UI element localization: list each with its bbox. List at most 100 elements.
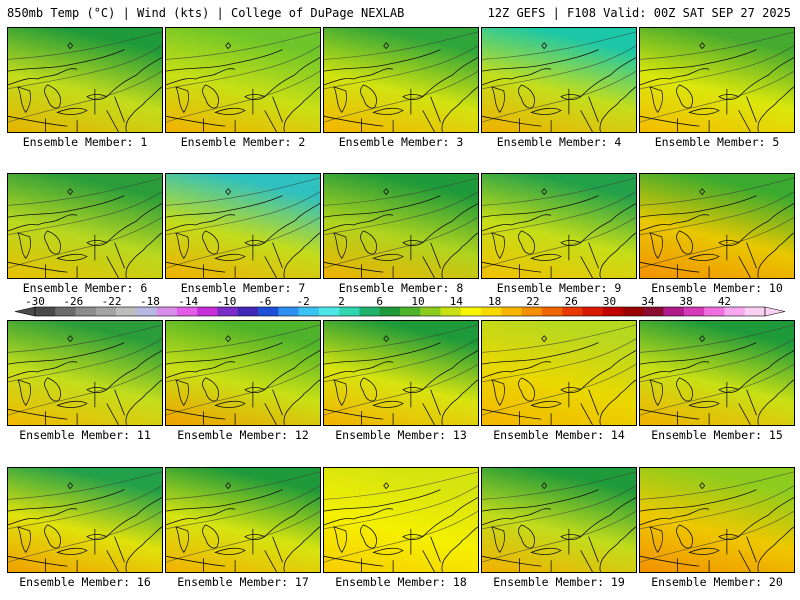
legend-tick-label: 30 [603, 296, 616, 308]
legend-color-box [623, 307, 644, 316]
ensemble-member-label: Ensemble Member: 4 [496, 135, 622, 149]
legend-color-box [562, 307, 583, 316]
ensemble-map-panel [165, 320, 321, 426]
ensemble-map-panel [165, 467, 321, 573]
temperature-map [482, 174, 636, 278]
temperature-map [324, 174, 478, 278]
ensemble-member-label: Ensemble Member: 11 [19, 428, 151, 442]
legend-tick-label: 14 [450, 296, 464, 308]
legend-tick-label: 26 [565, 296, 578, 308]
legend-color-box [704, 307, 725, 316]
temperature-map [8, 468, 162, 572]
ensemble-member-label: Ensemble Member: 6 [22, 281, 148, 295]
legend-tick-label: -6 [258, 296, 271, 308]
legend-color-box [582, 307, 604, 316]
temperature-map [166, 321, 320, 425]
legend-tick-label: -30 [25, 296, 45, 308]
legend-tick-label: 2 [338, 296, 345, 308]
ensemble-map-panel [481, 320, 637, 426]
temperature-map [640, 174, 794, 278]
ensemble-map-panel [7, 173, 163, 279]
legend-color-box [379, 307, 401, 316]
ensemble-member-label: Ensemble Member: 15 [651, 428, 783, 442]
temperature-map [166, 468, 320, 572]
legend-tick-label: -18 [140, 296, 160, 308]
legend-color-box [643, 307, 664, 316]
legend-colorbar: -30 -26 -22 -18 -14 -10 -6 -2 2 6 10 14 18 22 26 30 34 38… [14, 296, 786, 317]
ensemble-map-panel [481, 467, 637, 573]
temperature-map [324, 28, 478, 132]
temperature-map [640, 28, 794, 132]
temperature-map [8, 28, 162, 132]
legend-tick-label: -22 [102, 296, 122, 308]
ensemble-member-label: Ensemble Member: 18 [335, 575, 467, 589]
legend-color-box [744, 307, 766, 316]
chart-title: 850mb Temp (°C) | Wind (kts) | College o… [7, 6, 405, 20]
temperature-color-legend: -30 -26 -22 -18 -14 -10 -6 -2 2 6 10 14 18 22 26 30 34 38… [0, 296, 800, 320]
ensemble-map-panel [481, 27, 637, 133]
ensemble-member-label: Ensemble Member: 1 [22, 135, 148, 149]
legend-color-box [602, 307, 624, 316]
ensemble-member-label: Ensemble Member: 20 [651, 575, 783, 589]
ensemble-member-label: Ensemble Member: 3 [338, 135, 464, 149]
legend-color-box [318, 307, 340, 316]
legend-color-box [359, 307, 381, 316]
legend-tick-label: 22 [526, 296, 539, 308]
temperature-map [8, 174, 162, 278]
legend-color-box [237, 307, 259, 316]
ensemble-map-panel [639, 173, 795, 279]
legend-color-box [440, 307, 462, 316]
ensemble-member-label: Ensemble Member: 19 [493, 575, 625, 589]
legend-color-box [156, 307, 178, 316]
ensemble-map-panel [323, 173, 479, 279]
temperature-map [482, 321, 636, 425]
legend-color-box [400, 307, 421, 316]
legend-tick-label: 6 [376, 296, 383, 308]
legend-min-arrow [14, 306, 36, 317]
legend-color-box [176, 307, 198, 316]
legend-color-box [75, 307, 97, 316]
legend-color-box [136, 307, 157, 316]
ensemble-map-panel [323, 320, 479, 426]
legend-tick-label: 38 [680, 296, 693, 308]
ensemble-map-panel [7, 467, 163, 573]
ensemble-map-panel [165, 173, 321, 279]
ensemble-member-label: Ensemble Member: 12 [177, 428, 309, 442]
ensemble-member-label: Ensemble Member: 5 [654, 135, 780, 149]
legend-tick-label: -2 [296, 296, 309, 308]
legend-tick-label: 42 [718, 296, 731, 308]
legend-tick-label: -14 [178, 296, 198, 308]
ensemble-map-panel [481, 173, 637, 279]
ensemble-map-panel [165, 27, 321, 133]
temperature-map [166, 174, 320, 278]
legend-color-box [278, 307, 299, 316]
ensemble-member-label: Ensemble Member: 7 [180, 281, 306, 295]
temperature-map [482, 468, 636, 572]
legend-tick-label: -26 [63, 296, 83, 308]
model-run-info: 12Z GEFS | F108 Valid: 00Z SAT SEP 27 20… [487, 6, 791, 20]
temperature-map [482, 28, 636, 132]
ensemble-member-label: Ensemble Member: 2 [180, 135, 306, 149]
legend-tick-label: 10 [411, 296, 424, 308]
legend-color-box [501, 307, 522, 316]
ensemble-map-panel [323, 467, 479, 573]
legend-color-box [55, 307, 76, 316]
ensemble-map-panel [7, 320, 163, 426]
legend-color-box [339, 307, 360, 316]
legend-color-box [217, 307, 239, 316]
ensemble-map-panel [7, 27, 163, 133]
temperature-map [640, 468, 794, 572]
temperature-map [640, 321, 794, 425]
temperature-map [324, 468, 478, 572]
legend-color-box [724, 307, 746, 316]
ensemble-member-label: Ensemble Member: 16 [19, 575, 151, 589]
temperature-map [324, 321, 478, 425]
legend-color-box [460, 307, 482, 316]
legend-color-box [663, 307, 685, 316]
legend-max-arrow [764, 306, 786, 317]
legend-color-box [683, 307, 705, 316]
legend-color-box [95, 307, 117, 316]
ensemble-member-label: Ensemble Member: 13 [335, 428, 467, 442]
legend-color-box [481, 307, 502, 316]
legend-color-box [541, 307, 563, 316]
